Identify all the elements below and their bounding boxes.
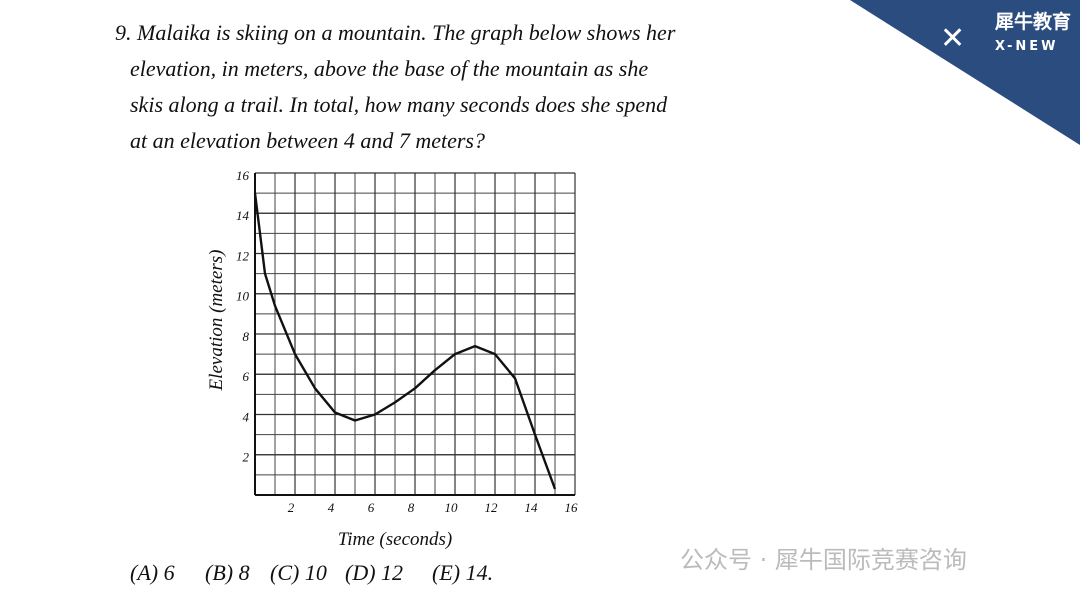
x-tick-label: 8	[408, 500, 415, 515]
y-tick-label: 4	[243, 409, 250, 424]
choice: (D) 12	[345, 560, 403, 585]
x-tick-label: 6	[368, 500, 375, 515]
x-tick-label: 2	[288, 500, 295, 515]
y-tick-label: 6	[243, 369, 250, 384]
choice: (A) 6	[130, 560, 175, 585]
question-line: elevation, in meters, above the base of …	[130, 56, 648, 81]
x-tick-label: 12	[485, 500, 499, 515]
y-tick-label: 10	[236, 289, 250, 304]
elevation-curve	[253, 192, 557, 490]
choice: (C) 10	[270, 560, 327, 585]
question-line: 9. Malaika is skiing on a mountain. The …	[115, 20, 676, 45]
y-tick-label: 2	[243, 450, 250, 465]
x-axis-label: Time (seconds)	[338, 529, 453, 550]
y-tick-label: 16	[236, 168, 250, 183]
choice: (B) 8	[205, 560, 250, 585]
logo-sub: X-NEW	[995, 39, 1058, 54]
logo-name: 犀牛教育	[995, 10, 1071, 33]
choice: (E) 14.	[432, 560, 493, 585]
x-tick-label: 16	[565, 500, 579, 515]
question-line: skis along a trail. In total, how many s…	[130, 92, 668, 117]
logo-x: ✕	[940, 21, 965, 56]
y-axis-label: Elevation (meters)	[206, 250, 227, 392]
question-line: at an elevation between 4 and 7 meters?	[130, 128, 485, 153]
x-tick-label: 4	[328, 500, 335, 515]
watermark: 公众号 · 犀牛国际竞赛咨询	[680, 546, 967, 574]
y-tick-label: 14	[236, 208, 250, 223]
x-tick-label: 14	[525, 500, 539, 515]
y-tick-label: 8	[243, 329, 250, 344]
x-tick-label: 10	[445, 500, 459, 515]
logo-banner	[850, 0, 1080, 145]
y-tick-label: 12	[236, 248, 250, 263]
